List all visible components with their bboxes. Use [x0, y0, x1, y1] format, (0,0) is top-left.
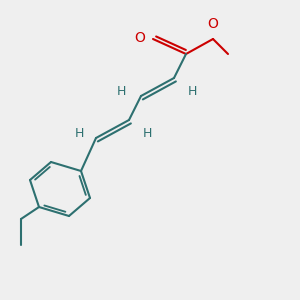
- Text: H: H: [187, 85, 197, 98]
- Text: H: H: [75, 127, 84, 140]
- Text: O: O: [208, 17, 218, 32]
- Text: H: H: [117, 85, 126, 98]
- Text: O: O: [135, 31, 146, 44]
- Text: H: H: [142, 127, 152, 140]
